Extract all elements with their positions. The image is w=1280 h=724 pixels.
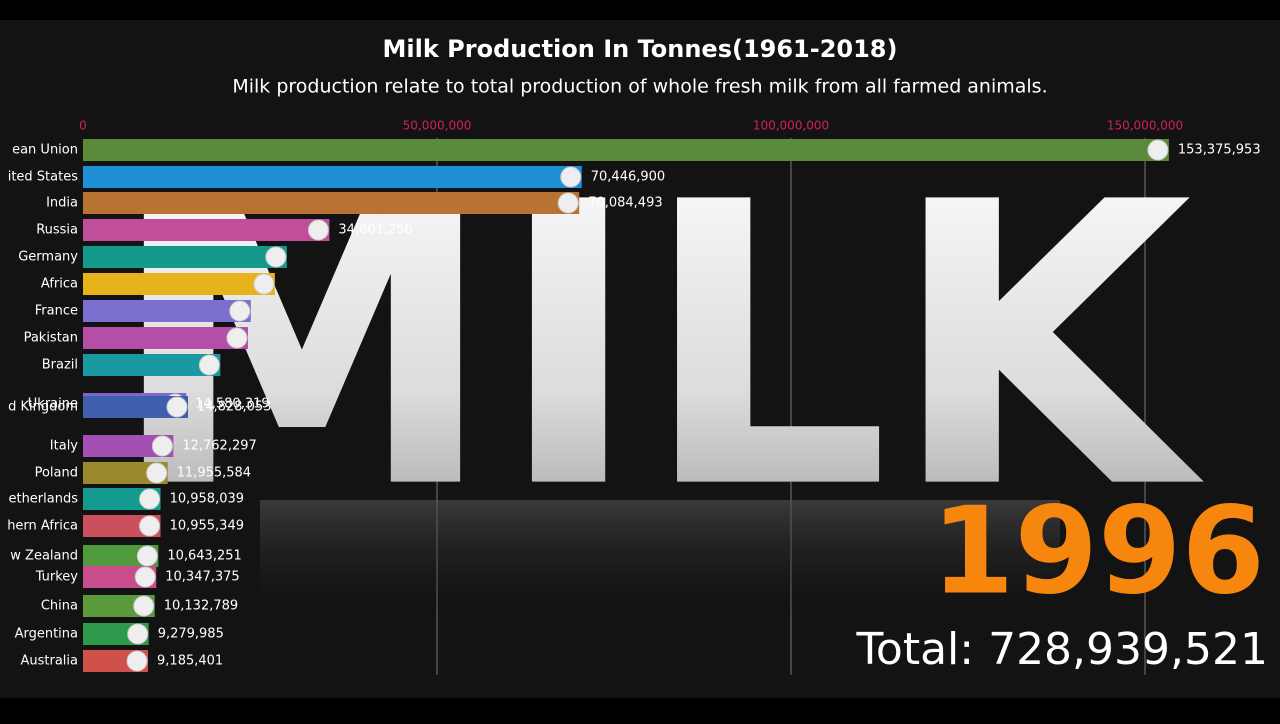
y-tick-label: Turkey — [35, 570, 79, 585]
flag-icon — [560, 166, 582, 188]
flag-icon — [307, 219, 329, 241]
reflection — [260, 500, 1060, 620]
flag-icon — [226, 327, 248, 349]
value-label: 14,828,053 — [197, 400, 271, 415]
flag-icon — [134, 566, 156, 588]
y-tick-label: ited States — [8, 170, 79, 185]
y-tick-label: ean Union — [12, 143, 78, 158]
bar — [83, 300, 251, 322]
flag-icon — [265, 246, 287, 268]
y-tick-label: France — [35, 304, 78, 319]
y-tick-label: Germany — [18, 250, 78, 265]
bar — [83, 327, 248, 349]
y-tick-label: Russia — [36, 223, 78, 238]
flag-icon — [1147, 139, 1169, 161]
y-tick-label: Argentina — [15, 627, 78, 642]
value-label: 10,347,375 — [165, 570, 239, 585]
flag-icon — [198, 354, 220, 376]
y-tick-label: w Zealand — [10, 549, 78, 564]
flag-icon — [229, 300, 251, 322]
bar — [83, 166, 582, 188]
value-label: 9,279,985 — [158, 627, 224, 642]
flag-icon — [557, 192, 579, 214]
value-label: 70,084,493 — [588, 196, 662, 211]
value-label: 10,643,251 — [167, 549, 241, 564]
chart-title: Milk Production In Tonnes(1961-2018) — [383, 35, 898, 63]
value-label: 10,955,349 — [170, 519, 244, 534]
value-label: 14,580,319 — [195, 397, 269, 412]
flag-icon — [126, 650, 148, 672]
y-tick-label: d Kingdom — [8, 400, 78, 415]
chart-subtitle: Milk production relate to total producti… — [232, 76, 1047, 98]
y-tick-label: hern Africa — [7, 519, 78, 534]
y-tick-label: Australia — [20, 654, 78, 669]
flag-icon — [139, 488, 161, 510]
year-label: 1996 — [931, 483, 1265, 622]
flag-icon — [133, 595, 155, 617]
total-label: Total: 728,939,521 — [856, 624, 1269, 675]
y-tick-label: India — [46, 196, 78, 211]
bar — [83, 273, 275, 295]
bar — [83, 435, 174, 457]
y-tick-label: Ukraine — [28, 397, 78, 412]
value-label: 153,375,953 — [1178, 143, 1261, 158]
bar — [83, 462, 168, 484]
y-tick-label: Poland — [35, 466, 78, 481]
value-label: 70,446,900 — [591, 170, 665, 185]
flag-icon — [136, 545, 158, 567]
flag-icon — [127, 623, 149, 645]
bar — [83, 354, 221, 376]
y-tick-label: etherlands — [8, 492, 78, 507]
flag-icon — [253, 273, 275, 295]
bar — [83, 139, 1169, 161]
value-label: 11,955,584 — [177, 466, 251, 481]
x-tick-label: 100,000,000 — [753, 119, 829, 133]
flag-icon — [166, 396, 188, 418]
bar — [83, 192, 580, 214]
y-tick-label: Italy — [50, 439, 79, 454]
bar — [83, 246, 287, 268]
x-tick-label: 50,000,000 — [403, 119, 472, 133]
y-tick-label: Pakistan — [24, 331, 78, 346]
flag-icon — [151, 435, 173, 457]
y-tick-label: Africa — [41, 277, 78, 292]
bar — [83, 219, 330, 241]
y-tick-label: Brazil — [42, 358, 78, 373]
x-tick-label: 150,000,000 — [1107, 119, 1183, 133]
value-label: 34,801,256 — [338, 223, 412, 238]
flag-icon — [146, 462, 168, 484]
value-label: 12,762,297 — [182, 439, 256, 454]
value-label: 10,132,789 — [164, 599, 238, 614]
bar — [83, 396, 188, 418]
value-label: 10,958,039 — [170, 492, 244, 507]
value-label: 9,185,401 — [157, 654, 223, 669]
flag-icon — [139, 515, 161, 537]
x-tick-label: 0 — [79, 119, 87, 133]
y-tick-label: China — [41, 599, 78, 614]
